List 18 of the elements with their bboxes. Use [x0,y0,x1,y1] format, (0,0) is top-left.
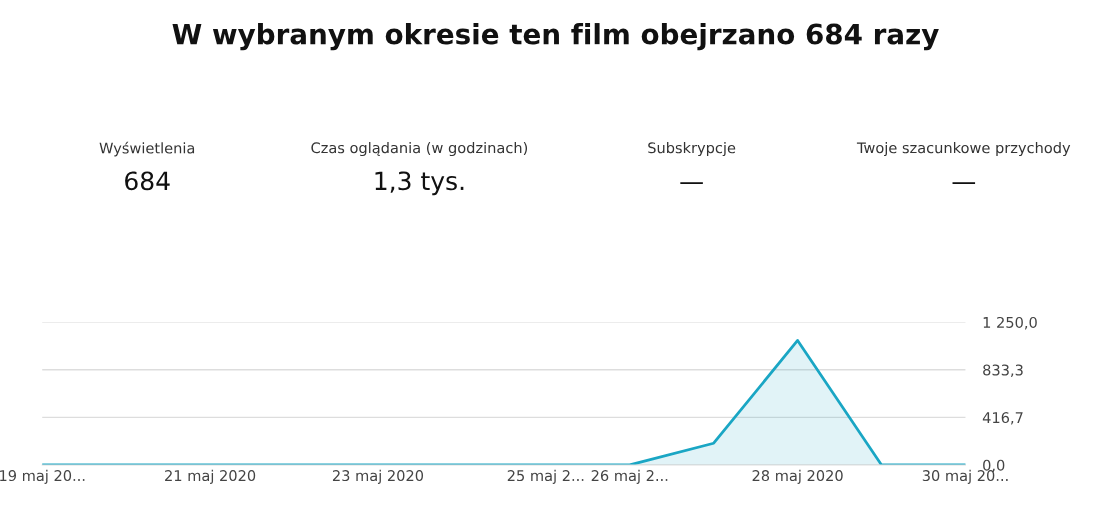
y-tick-label: 833,3 [983,364,1023,377]
text: — [680,182,703,184]
text: Subskrypcje [648,142,736,157]
text: Wyświetlenia [99,141,195,157]
text: Czas oglądania (w godzinach) [311,142,528,157]
x-tick-label: 28 maj 2020 [752,469,843,484]
chart-title: W wybranym okresie ten film obejrzano 684 razy [172,23,939,51]
y-tick-label: 416,7 [982,412,1023,425]
x-tick-label: 19 maj 20... [0,469,85,484]
text: Twoje szacunkowe przychody [856,142,1071,157]
y-tick-label: 1 250,0 [983,316,1037,330]
text: 684 [125,171,170,191]
text: 1,3 tys. [375,171,464,196]
x-tick-label: 26 maj 2... [591,469,668,484]
text: — [952,182,976,184]
x-tick-label: 25 maj 2... [507,469,584,484]
x-tick-label: 23 maj 2020 [332,469,424,484]
x-tick-label: 21 maj 2020 [165,469,256,484]
